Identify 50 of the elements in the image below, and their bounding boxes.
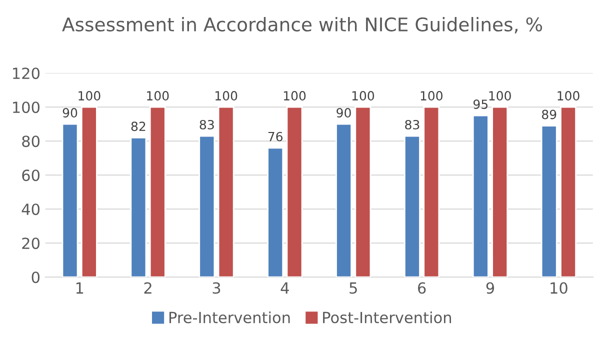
bar (492, 106, 508, 278)
x-tick-label: 4 (280, 282, 289, 294)
y-tick-label: 0 (32, 272, 40, 284)
bar (472, 114, 489, 278)
data-label: 100 (489, 91, 511, 101)
y-tick-label: 100 (13, 102, 40, 114)
bar (80, 106, 98, 278)
bar (198, 135, 216, 278)
data-label: 83 (200, 120, 214, 130)
x-tick-label: 6 (418, 282, 426, 294)
x-tick-label: 1 (76, 282, 84, 294)
x-tick-label: 9 (486, 282, 494, 294)
bar (62, 123, 78, 278)
x-tick-label: 5 (350, 282, 357, 294)
data-label: 95 (473, 100, 488, 110)
y-tick-label: 40 (22, 204, 40, 216)
data-label: 100 (78, 91, 100, 101)
chart-title: Assessment in Accordance with NICE Guidelines, % (62, 17, 542, 34)
data-label: 100 (352, 91, 374, 101)
data-label: 100 (216, 91, 238, 101)
bar (218, 106, 234, 278)
bar (560, 106, 576, 278)
data-label: 90 (62, 108, 78, 118)
bar (286, 106, 303, 278)
data-label: 76 (268, 132, 282, 142)
bar (130, 137, 147, 278)
x-tick-label: 10 (550, 282, 568, 294)
legend-label: Pre-Intervention (169, 311, 290, 324)
bar (354, 106, 372, 278)
bar (336, 123, 352, 278)
data-label: 100 (284, 91, 306, 101)
data-label: 100 (420, 91, 442, 101)
bar (540, 125, 558, 278)
data-label: 83 (405, 120, 420, 130)
data-label: 100 (558, 91, 580, 101)
bar (404, 135, 420, 278)
y-tick-label: 20 (22, 238, 40, 250)
bar (267, 147, 284, 278)
y-tick-label: 120 (13, 68, 40, 80)
legend-label: Post-Intervention (323, 311, 451, 324)
bar (423, 106, 440, 278)
data-label: 82 (131, 122, 146, 132)
x-tick-label: 2 (144, 282, 152, 294)
data-label: 100 (147, 91, 169, 101)
bar (149, 106, 166, 278)
x-tick-label: 3 (212, 282, 220, 294)
data-label: 89 (542, 110, 556, 120)
y-tick-label: 80 (22, 136, 40, 148)
data-label: 90 (336, 108, 351, 118)
y-tick-label: 60 (22, 170, 40, 182)
